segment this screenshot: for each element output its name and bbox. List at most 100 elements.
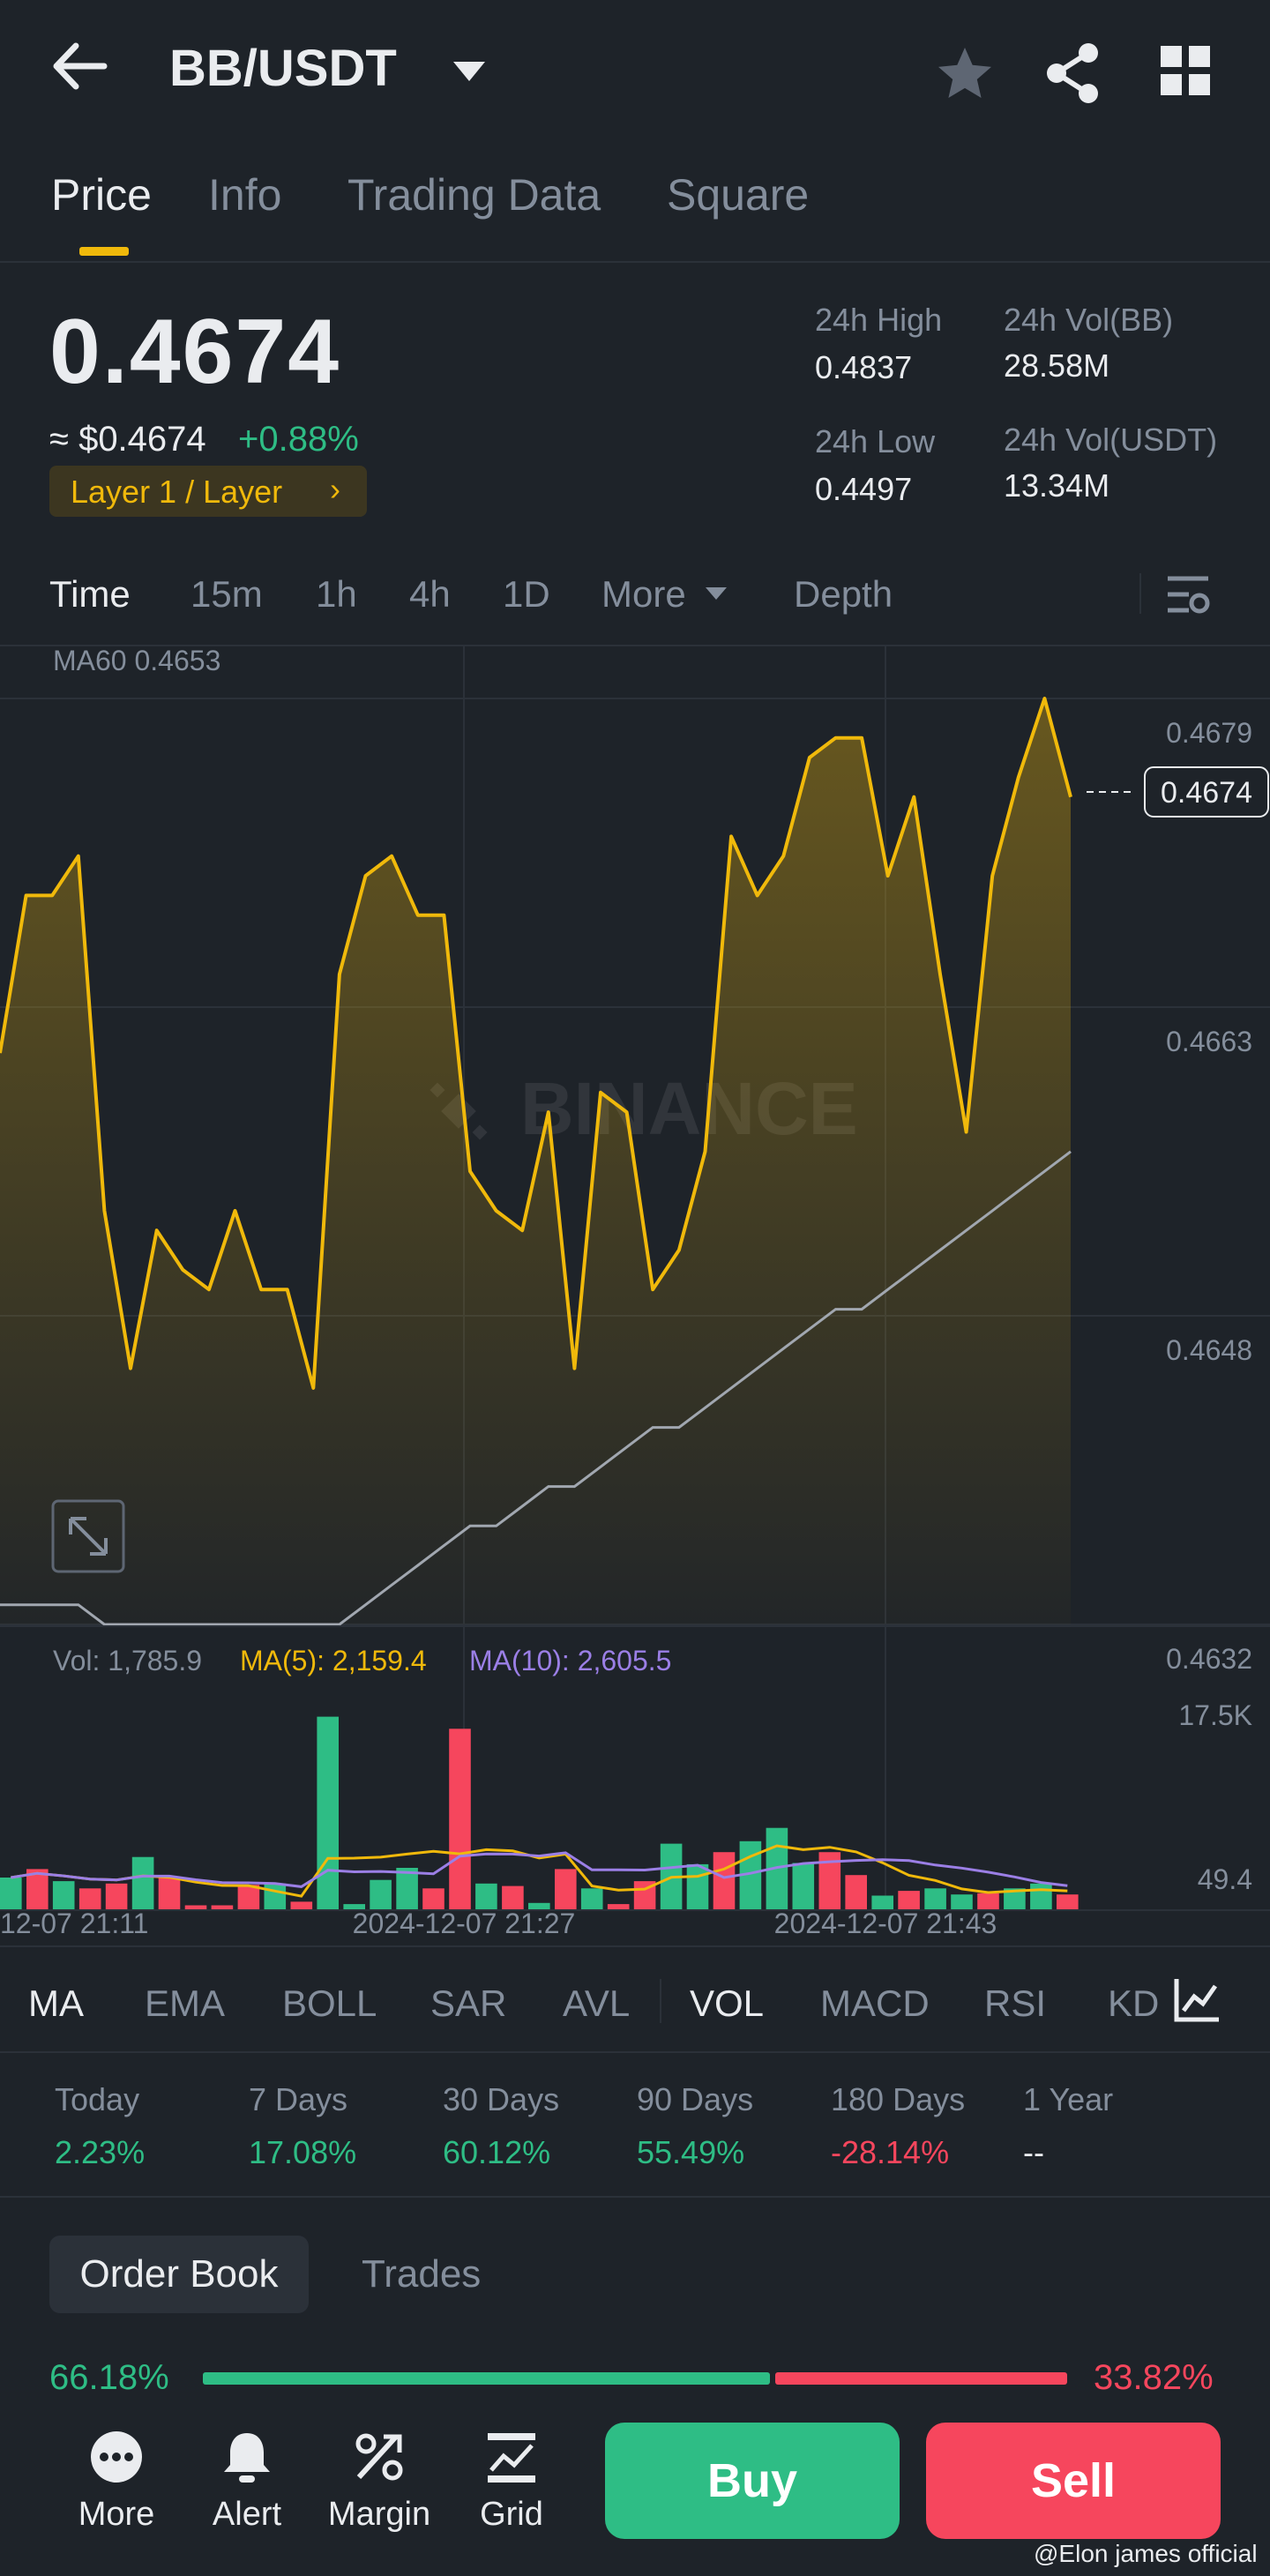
more-icon	[91, 2431, 142, 2483]
ind-ema[interactable]: EMA	[145, 1982, 226, 2024]
y-label: 0.4632	[1166, 1643, 1252, 1675]
tf-more[interactable]: More	[601, 573, 686, 615]
volume-bar	[131, 1856, 154, 1910]
nav-label: Grid	[480, 2496, 543, 2533]
perf-value: 55.49%	[637, 2134, 745, 2170]
volume-bar	[26, 1869, 49, 1910]
nav-label: Margin	[327, 2496, 431, 2533]
volume-bar	[898, 1891, 920, 1910]
volume-bar	[264, 1883, 287, 1910]
y-label: 0.4679	[1166, 717, 1252, 749]
price-chart[interactable]: BINANCE 0.4674 MA60 0.4653 0.4679 0.4663…	[0, 644, 1270, 1940]
volume-bar	[871, 1895, 893, 1910]
tf-15m[interactable]: 15m	[190, 573, 263, 615]
buy-button[interactable]: Buy	[605, 2423, 900, 2539]
volume-bar	[1030, 1883, 1052, 1910]
ind-sar[interactable]: SAR	[430, 1982, 507, 2024]
volume-bar	[290, 1901, 313, 1910]
volume-bar	[607, 1904, 630, 1910]
indicator-divider	[660, 1979, 661, 2023]
volume-bars	[0, 1716, 1079, 1910]
volume-bar	[1057, 1894, 1079, 1910]
volume-bar	[343, 1904, 365, 1910]
ma5-label: MA(5): 2,159.4	[240, 1645, 427, 1676]
perf-value: 2.23%	[55, 2134, 146, 2170]
star-icon[interactable]	[933, 42, 997, 110]
indicator-settings-icon[interactable]	[1166, 1975, 1270, 2032]
y-label: 0.4663	[1166, 1026, 1252, 1057]
tab-order-book[interactable]: Order Book	[49, 2236, 309, 2313]
sell-button[interactable]: Sell	[926, 2423, 1221, 2539]
price-line	[0, 697, 1072, 1390]
volume-bar	[211, 1905, 234, 1910]
sector-label: Layer 1 / Layer	[71, 474, 283, 510]
order-book-label: Order Book	[79, 2252, 279, 2296]
volume-bar	[237, 1885, 260, 1910]
ind-vol[interactable]: VOL	[690, 1982, 765, 2024]
tf-1d[interactable]: 1D	[503, 573, 550, 615]
pair-title[interactable]: BB/USDT	[169, 40, 397, 97]
chart-settings-icon[interactable]	[1166, 573, 1210, 622]
vol-ma10-line	[11, 1851, 1068, 1888]
perf-label: 7 Days	[249, 2081, 348, 2117]
ma10-label: MA(10): 2,605.5	[469, 1645, 671, 1676]
x-label: 12-07 21:11	[0, 1908, 148, 1939]
ind-boll[interactable]: BOLL	[282, 1982, 377, 2024]
bell-icon	[224, 2433, 270, 2483]
ind-rsi[interactable]: RSI	[984, 1982, 1047, 2024]
stat-low: 0.4497	[815, 471, 913, 507]
stat-high: 0.4837	[815, 349, 913, 385]
volume-bar	[977, 1893, 999, 1910]
volume-bar	[105, 1883, 128, 1910]
ind-macd[interactable]: MACD	[820, 1982, 930, 2024]
nav-more[interactable]: More	[55, 2430, 178, 2534]
vol-y-label: 49.4	[1198, 1863, 1252, 1895]
perf-value: 17.08%	[249, 2134, 357, 2170]
tab-info[interactable]: Info	[208, 170, 282, 220]
stat-vol-quote: 13.34M	[1004, 467, 1110, 504]
volume-bar	[475, 1883, 497, 1910]
volume-bar	[78, 1888, 101, 1910]
ind-ma[interactable]: MA	[28, 1982, 84, 2024]
ma60-label: MA60 0.4653	[53, 645, 220, 676]
volume-bar	[52, 1881, 75, 1910]
indicator-top-border	[0, 1945, 1270, 1947]
volume-bar	[158, 1876, 181, 1910]
vol-ma5-line	[11, 1844, 1068, 1898]
ma60-line	[0, 1150, 1072, 1626]
tab-price[interactable]: Price	[51, 170, 152, 220]
sector-tag[interactable]: Layer 1 / Layer ›	[49, 466, 367, 517]
perf-value: 60.12%	[443, 2134, 551, 2170]
nav-grid[interactable]: Grid	[450, 2430, 573, 2534]
tf-1h[interactable]: 1h	[316, 573, 357, 615]
ind-avl[interactable]: AVL	[563, 1982, 631, 2024]
nav-label: More	[78, 2496, 155, 2533]
volume-bar	[449, 1729, 471, 1910]
nav-margin[interactable]: Margin	[318, 2430, 441, 2534]
perf-top-border	[0, 2051, 1270, 2053]
nav-label: Alert	[212, 2496, 282, 2533]
tab-square[interactable]: Square	[667, 170, 810, 220]
volume-bar	[0, 1878, 22, 1910]
stat-vol-base-label: 24h Vol(BB)	[1004, 302, 1174, 338]
share-icon[interactable]	[1044, 42, 1102, 108]
nav-alert[interactable]: Alert	[185, 2430, 309, 2534]
caret-down-icon[interactable]	[450, 58, 489, 89]
stat-vol-quote-label: 24h Vol(USDT)	[1004, 422, 1218, 458]
volume-bar	[924, 1888, 946, 1910]
back-arrow-icon[interactable]	[49, 35, 120, 106]
tab-trading-data[interactable]: Trading Data	[347, 170, 601, 220]
section-tabs: Price Info Trading Data Square	[0, 168, 1270, 263]
ind-kd[interactable]: KD	[1108, 1982, 1160, 2024]
ask-percent: 33.82%	[1094, 2358, 1214, 2397]
grid-icon[interactable]	[1161, 46, 1210, 100]
tf-time[interactable]: Time	[49, 573, 131, 615]
y-label: 0.4648	[1166, 1334, 1252, 1366]
tf-depth[interactable]: Depth	[794, 573, 893, 615]
expand-icon[interactable]	[51, 1499, 125, 1573]
toolbar-divider	[1139, 573, 1141, 614]
tab-trades[interactable]: Trades	[362, 2252, 482, 2296]
grid-chart-icon	[488, 2433, 535, 2483]
volume-bar	[792, 1863, 815, 1910]
tf-4h[interactable]: 4h	[409, 573, 451, 615]
